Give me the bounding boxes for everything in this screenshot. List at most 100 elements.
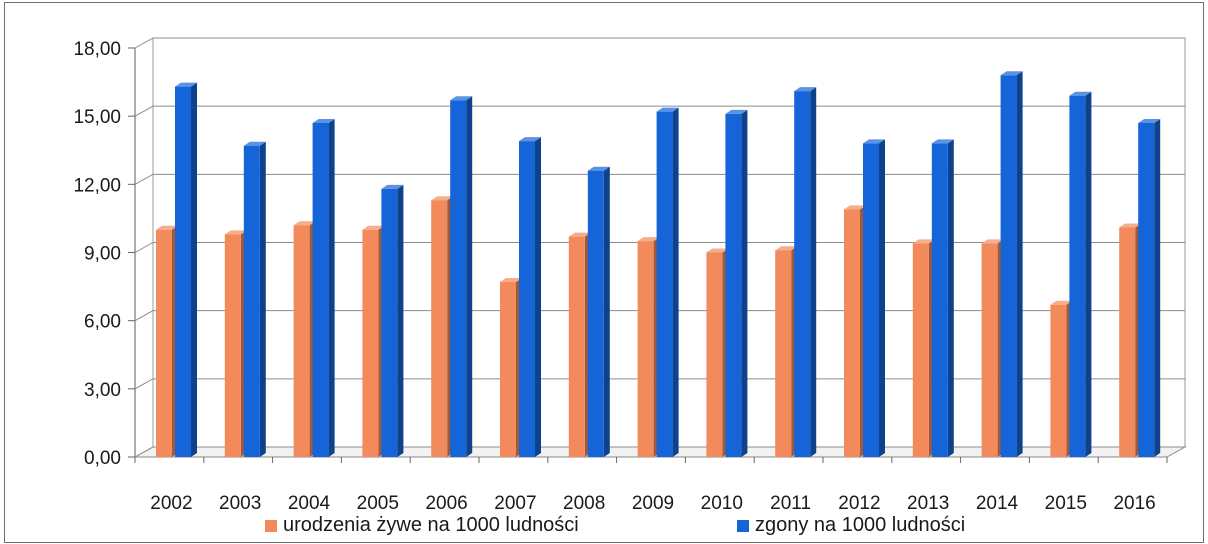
bar-top-births — [500, 278, 522, 283]
bar-top-births — [362, 225, 385, 230]
bar-deaths — [931, 143, 948, 457]
y-tick-label: 6,00 — [84, 312, 121, 333]
bar-top-births — [912, 239, 935, 244]
bar-side-deaths — [603, 166, 610, 457]
bar-top-deaths — [450, 96, 473, 101]
bar-side-deaths — [1016, 71, 1023, 458]
bar-births — [775, 250, 792, 457]
bar-top-births — [844, 205, 866, 210]
bar-top-deaths — [656, 107, 679, 112]
bar-deaths — [175, 86, 191, 457]
x-tick-label: 2009 — [632, 493, 674, 514]
bar-births — [431, 200, 448, 457]
x-tick-label: 2006 — [425, 493, 467, 514]
bar-births — [706, 252, 723, 457]
bar-deaths — [1069, 95, 1086, 457]
bar-deaths — [1138, 122, 1155, 457]
x-tick-label: 2011 — [770, 493, 811, 514]
bar-top-births — [1050, 300, 1073, 305]
bar-side-deaths — [466, 96, 473, 457]
x-tick-label: 2008 — [563, 493, 605, 514]
bar-deaths — [656, 111, 673, 457]
y-tick-label: 9,00 — [84, 244, 121, 265]
bar-births — [912, 243, 929, 457]
bar-top-births — [706, 248, 729, 253]
bar-births — [1050, 304, 1067, 457]
bar-deaths — [587, 170, 604, 457]
x-tick-label: 2014 — [976, 493, 1019, 514]
bar-births — [981, 243, 998, 457]
bar-births — [156, 229, 172, 457]
bar-top-deaths — [1069, 91, 1092, 96]
legend-swatch-births — [265, 519, 277, 532]
bar-top-births — [431, 196, 454, 201]
legend-label-deaths: zgony na 1000 ludności — [755, 514, 966, 536]
gridline — [134, 310, 1185, 322]
bar-top-deaths — [1000, 71, 1023, 76]
bar-side-deaths — [328, 118, 335, 457]
x-tick-label: 2015 — [1045, 493, 1087, 514]
gridline — [134, 105, 1185, 117]
bar-births — [568, 236, 585, 457]
bar-side-deaths — [191, 82, 197, 457]
y-tick-label: 18,00 — [73, 39, 121, 60]
bar-deaths — [519, 141, 535, 457]
x-tick-label: 2005 — [357, 493, 399, 514]
y-tick-label: 0,00 — [84, 448, 121, 469]
bar-top-deaths — [312, 118, 335, 123]
bar-side-deaths — [535, 137, 541, 457]
bar-top-births — [637, 237, 660, 242]
bar-top-births — [775, 246, 798, 251]
bar-births — [500, 282, 516, 457]
bar-top-births — [224, 230, 247, 235]
bar-top-births — [293, 221, 316, 226]
bar-top-births — [568, 232, 591, 237]
legend-label-births: urodzenia żywe na 1000 ludności — [283, 514, 579, 536]
bar-top-deaths — [1138, 118, 1161, 123]
x-tick-label: 2013 — [907, 493, 949, 514]
bar-top-deaths — [587, 166, 610, 171]
legend-item-deaths: zgony na 1000 ludności — [737, 514, 965, 537]
bar-side-deaths — [1085, 91, 1092, 457]
bar-top-deaths — [794, 87, 817, 92]
x-tick-label: 2004 — [288, 493, 331, 514]
bar-births — [293, 225, 310, 457]
bar-top-deaths — [725, 109, 748, 114]
gridline — [134, 242, 1185, 253]
gridline — [134, 446, 1185, 458]
bar-top-deaths — [175, 82, 197, 87]
bar-side-deaths — [810, 87, 817, 457]
bar-side-deaths — [672, 107, 679, 457]
bar-deaths — [794, 91, 811, 457]
bar-deaths — [450, 100, 467, 457]
legend-swatch-deaths — [737, 519, 749, 532]
bar-births — [844, 209, 860, 457]
x-tick-label: 2002 — [150, 493, 192, 514]
bar-births — [1119, 227, 1136, 457]
bar-births — [362, 229, 379, 457]
bar-top-deaths — [863, 139, 885, 144]
y-tick-label: 15,00 — [73, 107, 121, 128]
legend-item-births: urodzenia żywe na 1000 ludności — [265, 514, 579, 537]
bar-side-deaths — [397, 184, 404, 457]
bar-side-deaths — [1154, 118, 1161, 457]
bar-deaths — [863, 143, 879, 457]
bar-side-deaths — [879, 139, 885, 457]
bar-deaths — [312, 122, 329, 457]
bar-births — [224, 234, 241, 457]
bar-top-births — [156, 225, 178, 230]
y-tick-label: 12,00 — [73, 175, 121, 196]
x-tick-label: 2012 — [838, 493, 880, 514]
bar-top-deaths — [931, 139, 954, 144]
bar-deaths — [725, 113, 742, 458]
y-tick-label: 3,00 — [84, 380, 121, 401]
x-tick-label: 2016 — [1113, 493, 1155, 514]
bar-deaths — [1000, 75, 1017, 458]
bar-deaths — [381, 188, 398, 457]
gridline — [134, 378, 1185, 390]
x-tick-label: 2003 — [219, 493, 261, 514]
x-tick-label: 2010 — [701, 493, 743, 514]
bar-top-deaths — [243, 141, 266, 146]
bar-side-deaths — [259, 141, 266, 457]
gridline — [134, 173, 1185, 185]
